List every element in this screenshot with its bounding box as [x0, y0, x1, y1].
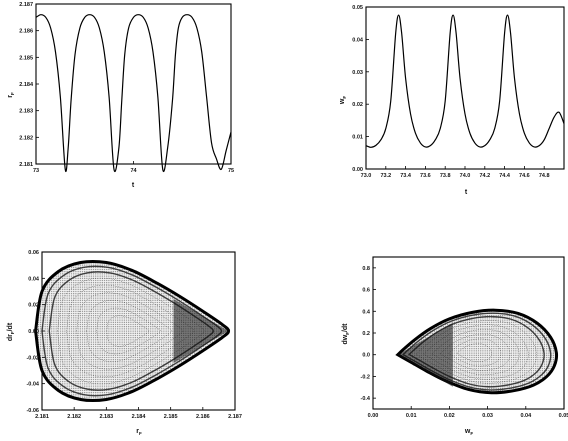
p3-y-tick-label: 0.8: [362, 266, 370, 272]
p1-x-tick-label: 73.8: [440, 173, 451, 179]
p0-y-tick-label: 2.185: [19, 55, 33, 61]
p3-y-tick-label: 0.0: [362, 353, 370, 359]
p1-y-axis-label: wF: [339, 96, 347, 105]
p2-trajectory-loop: [106, 315, 150, 347]
p0-x-axis-label: t: [132, 182, 135, 189]
panel-top-right: 73.0 73.2 73.4 73.6 73.8 74.0 74.2 74.4 74.6 74.8…: [339, 5, 565, 196]
p2-y-tick-label: 0.04: [28, 276, 40, 282]
p2-x-tick-labels: 2.181 2.182 2.183 2.184 2.185 2.186 2.187: [35, 407, 242, 420]
panel-top-left: 73 74 75 2.1812.1822.1832.1842.1852.1862.1…: [7, 2, 234, 189]
p3-y-axis-label: dwF/dt: [342, 323, 350, 345]
p3-x-axis-label: wF: [464, 428, 473, 436]
p0-y-tick-label: 2.184: [19, 82, 34, 88]
p2-trajectory-envelope: [34, 259, 231, 403]
p1-x-tick-label: 73.0: [361, 173, 372, 179]
p2-y-tick-label: -0.04: [26, 382, 39, 388]
p3-x-tick-label: 0.03: [482, 413, 493, 419]
p0-y-tick-labels: 2.181 2.182 2.183 2.184 2.185 2.186 2.187: [19, 2, 39, 168]
p2-x-tick-label: 2.187: [228, 414, 242, 420]
p3-trajectory-loop: [448, 338, 502, 367]
p1-y-tick-label: 0.02: [352, 102, 363, 108]
p1-x-tick-label: 74.2: [479, 173, 490, 179]
p0-y-tick-label: 2.186: [19, 29, 33, 35]
p1-x-tick-label: 73.2: [380, 173, 391, 179]
p2-y-tick-label: -0.06: [26, 408, 39, 414]
p1-x-tick-label: 74.6: [519, 173, 530, 179]
p1-y-tick-label: 0.05: [352, 5, 363, 11]
p3-y-tick-labels: -0.4 -0.2 0.0 0.2 0.4 0.6 0.8: [361, 266, 376, 402]
p1-x-tick-labels: 73.0 73.2 73.4 73.6 73.8 74.0 74.2 74.4 74.6 74.8: [361, 166, 550, 179]
p2-y-tick-labels: -0.06 -0.04 -0.02 0.00 0.02 0.04 0.06: [26, 250, 45, 414]
p2-trajectory-loop: [86, 300, 172, 362]
p1-x-tick-label: 73.4: [400, 173, 412, 179]
p2-x-axis-label: rF: [136, 428, 142, 436]
p0-plot-frame: [35, 3, 232, 165]
p0-x-tick-label: 75: [228, 168, 234, 174]
p3-y-tick-label: 0.2: [362, 331, 370, 337]
p3-x-tick-labels: 0.00 0.01 0.02 0.03 0.04 0.05: [368, 406, 568, 419]
p0-x-tick-label: 74: [130, 168, 137, 174]
p2-y-tick-label: 0.06: [28, 250, 39, 256]
p3-trajectory-loop: [439, 333, 511, 371]
p0-y-tick-label: 2.187: [19, 2, 33, 8]
p2-x-tick-label: 2.185: [164, 414, 178, 420]
p3-trajectory-loop: [431, 329, 520, 376]
p2-x-tick-label: 2.183: [99, 414, 113, 420]
p0-y-axis-label: rF: [7, 92, 15, 98]
p1-x-tick-label: 74.4: [499, 173, 511, 179]
p1-series-line: [365, 14, 565, 148]
p3-phase-portrait-cloud: [395, 308, 559, 395]
p0-y-tick-label: 2.183: [19, 109, 33, 115]
p2-trajectory-loop: [96, 307, 161, 355]
p1-x-axis-label: t: [465, 189, 468, 196]
p3-x-tick-label: 0.05: [559, 413, 568, 419]
p1-y-tick-label: 0.00: [352, 167, 363, 173]
p1-y-tick-label: 0.04: [352, 37, 364, 43]
p3-x-tick-label: 0.01: [406, 413, 417, 419]
p0-x-tick-label: 73: [33, 168, 39, 174]
p3-y-tick-label: 0.6: [362, 288, 370, 294]
p3-trajectory-loop: [456, 343, 493, 362]
p3-dense-cusp-region: [397, 322, 453, 387]
p2-x-tick-label: 2.181: [35, 414, 49, 420]
p1-x-tick-label: 74.8: [539, 173, 550, 179]
panel-bottom-left: 2.181 2.182 2.183 2.184 2.185 2.186 2.187 -0.0…: [7, 250, 242, 436]
p1-y-tick-label: 0.01: [352, 135, 363, 141]
p2-y-tick-label: 0.02: [28, 303, 39, 309]
p2-y-tick-label: -0.02: [26, 355, 39, 361]
p3-x-tick-label: 0.00: [368, 413, 379, 419]
p0-x-tick-labels: 73 74 75: [33, 161, 234, 174]
p1-y-tick-label: 0.03: [352, 70, 363, 76]
p2-x-tick-label: 2.184: [132, 414, 147, 420]
p1-y-tick-labels: 0.00 0.01 0.02 0.03 0.04 0.05: [352, 5, 369, 173]
p1-x-tick-label: 73.6: [420, 173, 431, 179]
p3-x-tick-label: 0.04: [520, 413, 532, 419]
p3-y-tick-label: 0.4: [362, 309, 371, 315]
p0-y-tick-label: 2.182: [19, 135, 33, 141]
p0-y-tick-label: 2.181: [19, 162, 33, 168]
p2-y-tick-label: 0.00: [28, 329, 39, 335]
panel-bottom-right: 0.00 0.01 0.02 0.03 0.04 0.05 -0.4 -0.2 0.0 0.2 0…: [342, 256, 568, 436]
p3-y-tick-label: -0.4: [361, 396, 371, 402]
p2-dense-cusp-region: [173, 299, 229, 363]
p2-y-axis-label: drF/dt: [7, 322, 15, 341]
p2-x-tick-label: 2.182: [67, 414, 81, 420]
p3-y-tick-label: -0.2: [361, 374, 370, 380]
p2-trajectory-loop: [57, 277, 205, 385]
p2-phase-portrait-cloud: [34, 259, 231, 403]
p2-x-tick-label: 2.186: [196, 414, 210, 420]
p0-series-line: [35, 14, 232, 172]
p3-x-tick-label: 0.02: [444, 413, 455, 419]
p1-x-tick-label: 74.0: [460, 173, 471, 179]
